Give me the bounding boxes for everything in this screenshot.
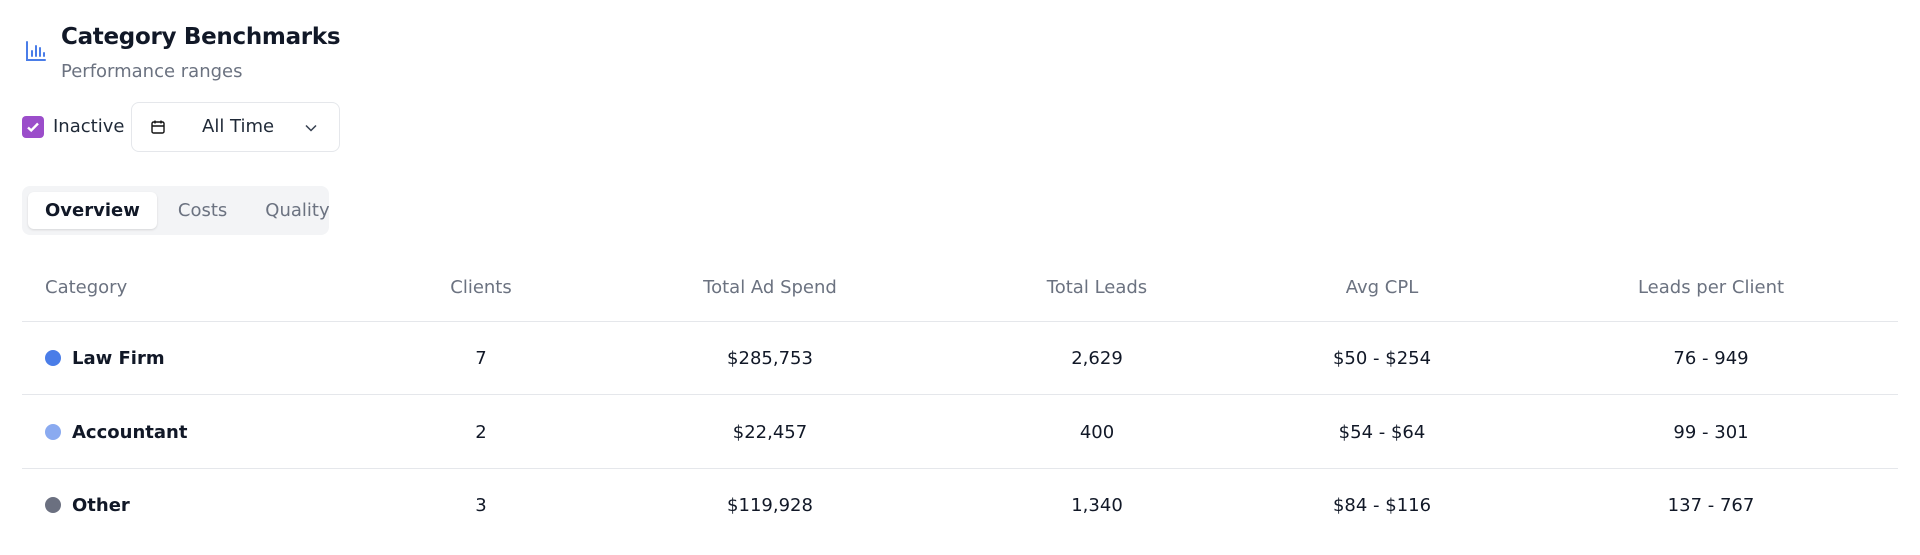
divider	[22, 321, 1898, 322]
column-header: Clients	[450, 277, 512, 298]
cell: 2	[475, 421, 487, 443]
cell: 400	[1079, 421, 1115, 443]
cell: 99 - 301	[1673, 421, 1749, 443]
color-dot	[45, 423, 61, 440]
date-range: All Time	[202, 116, 275, 137]
cell: 2,629	[1071, 348, 1123, 369]
color-dot	[45, 350, 61, 366]
cell: $84 - $116	[1332, 495, 1432, 516]
chart-icon	[26, 41, 46, 61]
tab[interactable]: Costs	[177, 200, 228, 221]
column-header: Leads per Client	[1637, 277, 1785, 298]
column-header: Total Ad Spend	[703, 277, 837, 298]
divider	[22, 467, 1898, 469]
chevron	[305, 124, 317, 132]
tab[interactable]: Quality	[265, 200, 330, 221]
category-name: Other	[72, 495, 130, 516]
cell: 137 - 767	[1667, 495, 1755, 516]
calendar-icon	[151, 120, 165, 134]
tabs: Overview Costs Quality	[22, 186, 330, 235]
checkmark	[27, 122, 39, 133]
checkbox[interactable]	[22, 116, 44, 138]
cell: $50 - $254	[1332, 348, 1432, 369]
color-dot	[45, 497, 61, 513]
cell: $119,928	[727, 495, 813, 516]
cell: $54 - $64	[1338, 421, 1426, 443]
category-name: Law Firm	[72, 348, 165, 369]
date-dropdown[interactable]: All Time	[131, 102, 340, 152]
cell: 7	[475, 348, 487, 369]
cell: 3	[475, 495, 487, 516]
column-header: Total Leads	[1046, 277, 1148, 298]
cell: $22,457	[732, 421, 808, 443]
tab[interactable]: Overview	[28, 192, 157, 229]
cell: $285,753	[727, 348, 813, 369]
title: Category Benchmarks	[61, 24, 341, 50]
divider	[22, 394, 1898, 395]
cell: 1,340	[1071, 495, 1123, 516]
column-header: Avg CPL	[1345, 277, 1419, 298]
subtitle: Performance ranges	[61, 61, 243, 82]
column-header: Category	[45, 277, 128, 298]
checkbox-label[interactable]: Inactive	[53, 116, 125, 137]
category-name: Accountant	[72, 421, 188, 443]
cell: 76 - 949	[1673, 348, 1749, 369]
